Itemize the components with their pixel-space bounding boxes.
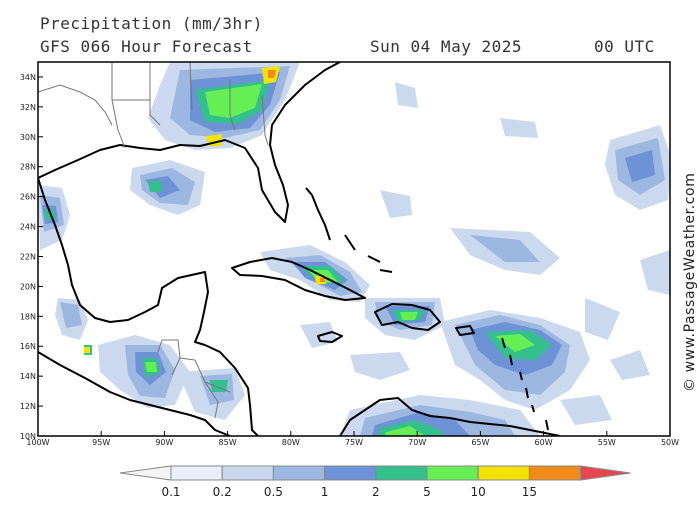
colorbar-min-arrow: [119, 465, 172, 481]
puerto-rico-coastline: [455, 325, 475, 336]
lon-tick-label: 85W: [219, 438, 237, 447]
lat-tick-label: 32N: [20, 103, 36, 112]
lat-tick-label: 18N: [20, 312, 36, 321]
lat-tick-label: 20N: [20, 282, 36, 291]
lon-tick-label: 90W: [155, 438, 173, 447]
lon-tick-label: 70W: [408, 438, 426, 447]
lat-tick-label: 24N: [20, 223, 36, 232]
lon-tick-label: 60W: [535, 438, 553, 447]
colorbar-label: 0.5: [264, 485, 283, 499]
colorbar-swatch: [528, 465, 582, 481]
colorbar-swatch: [272, 465, 326, 481]
colorbar-label: 10: [471, 485, 486, 499]
mexico-coastline: [38, 177, 209, 346]
honduras-border: [204, 381, 219, 419]
forecast-date: Sun 04 May 2025: [370, 37, 522, 56]
caribbean-coast-coastline: [204, 344, 259, 436]
forecast-time: 00 UTC: [594, 37, 655, 56]
lat-tick-label: 22N: [20, 252, 36, 261]
colorbar-swatch: [324, 465, 377, 481]
colorbar-swatch: [477, 465, 530, 481]
mexico-us-border: [38, 84, 113, 126]
map-title: Precipitation (mm/3hr): [40, 14, 263, 33]
hispaniola-coastline: [374, 303, 441, 331]
colorbar-swatch: [375, 465, 428, 481]
watermark-text: © www.PassageWeather.com: [682, 173, 698, 392]
coastlines: [38, 62, 561, 436]
lesser-antilles-coastline: [501, 337, 549, 431]
lon-tick-label: 55W: [598, 438, 616, 447]
lat-tick-label: 14N: [20, 372, 36, 381]
colorbar-label: 0.2: [213, 485, 232, 499]
colorbar-label: 15: [522, 485, 537, 499]
lat-tick-label: 16N: [20, 342, 36, 351]
colorbar-swatch: [170, 465, 223, 481]
lat-tick-label: 26N: [20, 193, 36, 202]
lon-tick-label: 80W: [282, 438, 300, 447]
political-borders: [38, 62, 269, 419]
lon-tick-label: 65W: [471, 438, 489, 447]
cuba-coastline: [231, 257, 366, 301]
forecast-subtitle: GFS 066 Hour Forecast: [40, 37, 253, 56]
lat-tick-label: 28N: [20, 163, 36, 172]
colorbar-label: 5: [423, 485, 431, 499]
colorbar-swatch: [221, 465, 274, 481]
colorbar-max-arrow: [580, 465, 631, 481]
jamaica-coastline: [317, 331, 343, 343]
central-america-coastline: [38, 351, 231, 436]
lat-tick-label: 10N: [20, 432, 36, 441]
lat-tick-label: 30N: [20, 133, 36, 142]
lon-tick-label: 100W: [26, 438, 49, 447]
longitude-ticks: 100W 95W 90W 85W 80W 75W 70W 65W 60W 55W 50W: [26, 431, 679, 447]
latitude-ticks: 10N 12N 14N 16N 18N 20N 22N 24N 26N 28N 30N 32N 34N: [20, 73, 43, 441]
bahamas-coastline: [305, 187, 393, 273]
lon-tick-label: 75W: [345, 438, 363, 447]
lat-tick-label: 12N: [20, 402, 36, 411]
colorbar-swatch: [426, 465, 479, 481]
us-state-border: [111, 62, 269, 149]
gulf-coast-coastline: [38, 62, 341, 223]
colorbar-label: 0.1: [161, 485, 180, 499]
lon-tick-label: 50W: [661, 438, 679, 447]
lon-tick-label: 95W: [92, 438, 110, 447]
colorbar-label: 2: [372, 485, 380, 499]
colorbar: 0.1 0.2 0.5 1 2 5 10 15: [119, 465, 631, 499]
colorbar-label: 1: [321, 485, 329, 499]
precipitation-layer: [38, 62, 670, 436]
south-america-coastline: [339, 397, 561, 436]
lat-tick-label: 34N: [20, 73, 36, 82]
